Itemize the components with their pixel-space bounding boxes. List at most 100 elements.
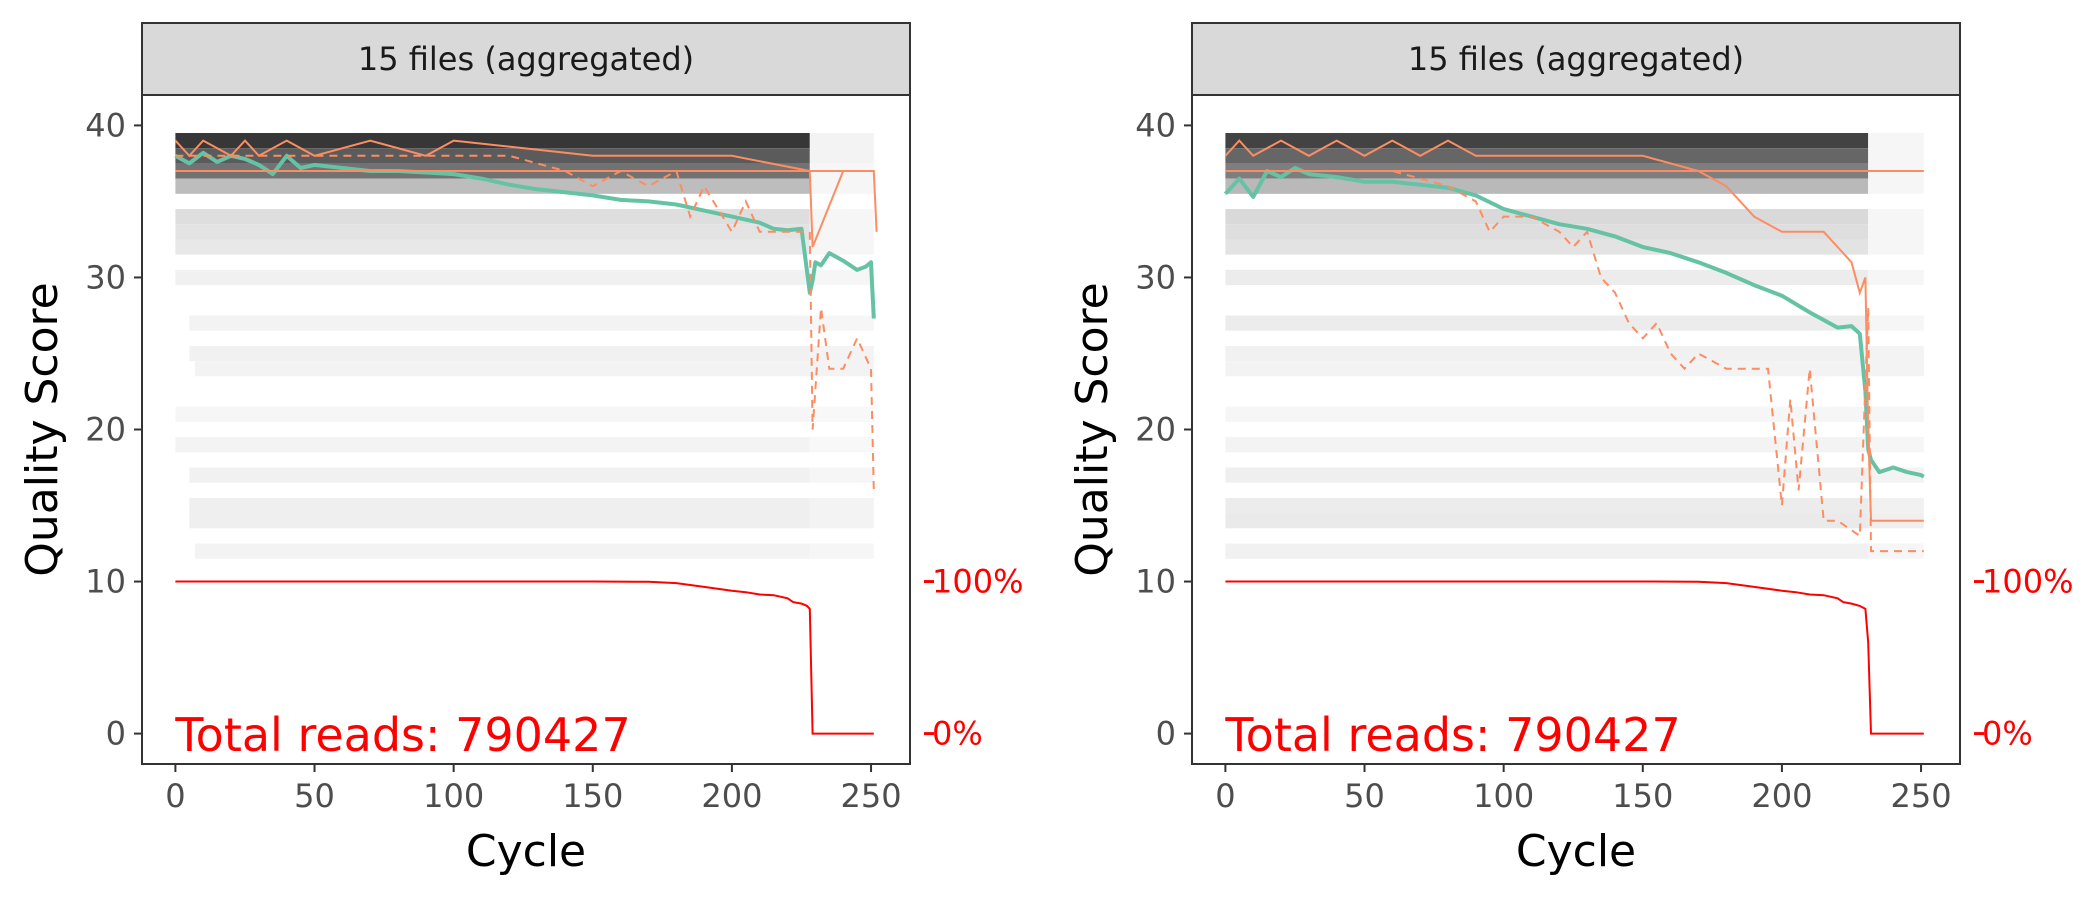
panel-background (142, 95, 910, 764)
heatmap-cell (1225, 345, 1869, 362)
facet-panel-left: 15 files (aggregated) 0 50 100 150 200 250 0 10 2… (17, 22, 1023, 877)
total-reads-annotation: Total reads: 790427 (1224, 708, 1680, 762)
facet-strip (141, 22, 911, 96)
heatmap-cell (1868, 406, 1924, 422)
y-tick-label: 0 (1156, 715, 1176, 753)
x-tick-label: 250 (1891, 777, 1952, 815)
heatmap-cell (194, 543, 810, 559)
heatmap-cell (809, 178, 874, 194)
heatmap-cell (1225, 239, 1869, 255)
y-tick-label: 30 (85, 258, 126, 296)
x-tick-label: 50 (1344, 777, 1385, 815)
x-tick-label: 250 (841, 777, 902, 815)
heatmap-cell (175, 269, 810, 286)
heatmap-cell (1225, 513, 1869, 529)
heatmap-cell (1225, 467, 1869, 483)
heatmap-cell (1868, 269, 1924, 286)
quartile-dashed-line (1225, 170, 1924, 553)
heatmap-cell (1225, 224, 1869, 240)
y-axis-title: Quality Score (1067, 282, 1118, 576)
y-tick-label: 40 (1135, 106, 1176, 144)
heatmap-cell (809, 513, 874, 529)
heatmap-cell (189, 345, 810, 362)
total-reads-annotation: Total reads: 790427 (174, 708, 630, 762)
facet-strip (1191, 22, 1961, 96)
heatmap-cell (809, 406, 874, 422)
heatmap-cell (809, 345, 874, 362)
heatmap-cell (1868, 209, 1924, 225)
heatmap-cell (175, 437, 810, 453)
y-tick-label: 10 (1135, 563, 1176, 601)
x-tick-label: 150 (562, 777, 623, 815)
heatmap-cell (1868, 239, 1924, 255)
heatmap-cell (809, 437, 874, 453)
y-tick-label: 0 (106, 715, 126, 753)
x-tick-label: 150 (1612, 777, 1673, 815)
secondary-tick-label: 100% (1982, 563, 2073, 601)
x-tick-label: 0 (1215, 777, 1235, 815)
heatmap-cell (1868, 497, 1924, 514)
y-tick-label: 10 (85, 563, 126, 601)
facet-strip-label: 15 files (aggregated) (358, 40, 694, 78)
heatmap-cell (189, 513, 810, 529)
heatmap-cell (189, 497, 810, 514)
panel-background (1192, 95, 1960, 764)
heatmap-cell (189, 467, 810, 483)
heatmap-cell (175, 178, 810, 194)
heatmap-cell (809, 148, 874, 164)
quartile-solid-line (174, 139, 878, 248)
quality-density-heatmap (175, 133, 874, 559)
heatmap-cell (809, 209, 874, 225)
heatmap-cell (1225, 497, 1869, 514)
heatmap-cell (1868, 133, 1924, 149)
heatmap-cell (175, 224, 810, 240)
x-tick-label: 0 (165, 777, 185, 815)
secondary-tick-label: 100% (932, 563, 1023, 601)
heatmap-cell (809, 133, 874, 149)
x-tick-label: 100 (423, 777, 484, 815)
facet-panel-right: 15 files (aggregated) 0 50 100 150 200 250 0 10 2… (1067, 22, 2073, 877)
heatmap-cell (175, 239, 810, 255)
heatmap-cell (189, 315, 810, 331)
x-axis-title: Cycle (466, 826, 586, 877)
heatmap-cell (1868, 224, 1924, 240)
x-axis-title: Cycle (1516, 826, 1636, 877)
heatmap-cell (1225, 178, 1869, 194)
heatmap-cell (809, 239, 874, 255)
y-tick-label: 20 (1135, 411, 1176, 449)
x-tick-label: 50 (294, 777, 335, 815)
heatmap-cell (175, 406, 810, 422)
y-axis-title: Quality Score (17, 282, 68, 576)
quartile-dashed-line (175, 154, 875, 491)
facet-strip-label: 15 files (aggregated) (1408, 40, 1744, 78)
heatmap-cell (1868, 148, 1924, 164)
heatmap-cell (175, 148, 810, 164)
heatmap-cell (1225, 437, 1869, 453)
secondary-tick-label: 0% (1982, 715, 2033, 753)
reads-remaining-line (1225, 580, 1924, 735)
x-tick-label: 100 (1473, 777, 1534, 815)
heatmap-cell (809, 224, 874, 240)
heatmap-cell (1868, 315, 1924, 331)
heatmap-cell (1868, 437, 1924, 453)
x-tick-label: 200 (1751, 777, 1812, 815)
heatmap-cell (1868, 361, 1924, 377)
mean-quality-line (174, 150, 876, 319)
heatmap-cell (1225, 361, 1869, 377)
heatmap-cell (175, 209, 810, 225)
heatmap-cell (1868, 345, 1924, 362)
heatmap-cell (1868, 178, 1924, 194)
y-tick-label: 20 (85, 411, 126, 449)
heatmap-cell (1225, 406, 1869, 422)
quartile-solid-line (1224, 139, 1924, 522)
heatmap-cell (1225, 209, 1869, 225)
heatmap-cell (809, 543, 874, 559)
heatmap-cell (175, 133, 810, 149)
heatmap-cell (809, 269, 874, 286)
heatmap-cell (809, 497, 874, 514)
x-tick-label: 200 (701, 777, 762, 815)
heatmap-cell (1225, 543, 1869, 559)
heatmap-cell (194, 361, 810, 377)
y-tick-label: 30 (1135, 258, 1176, 296)
